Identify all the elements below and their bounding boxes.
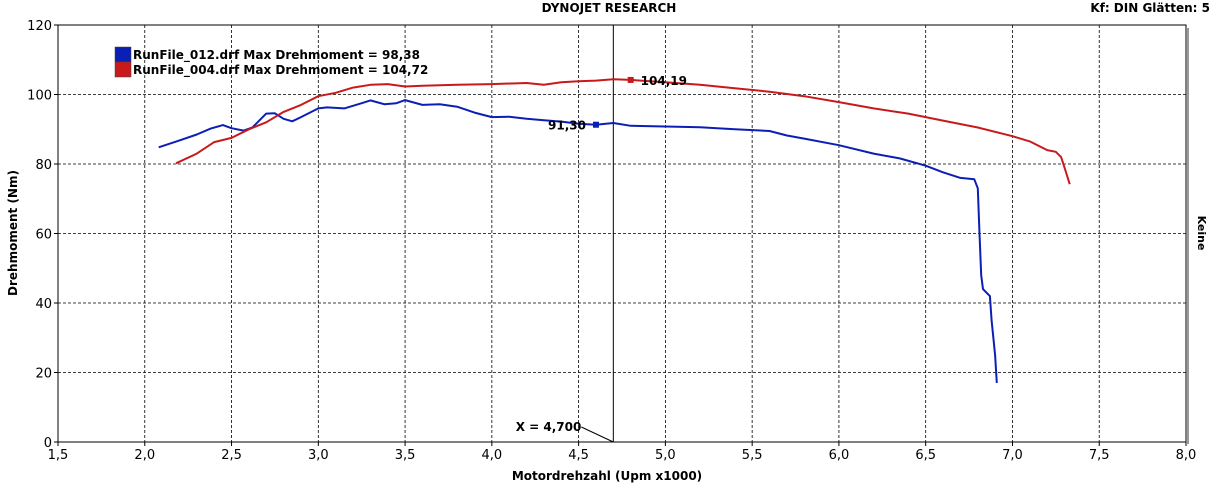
- y-tick-label: 0: [44, 436, 52, 451]
- series-marker-label-2: 104,19: [641, 74, 687, 88]
- x-tick-label: 6,5: [915, 448, 936, 463]
- y-tick-labels: 0 20 40 60 80 100 120: [27, 19, 52, 451]
- legend-swatch: [114, 61, 132, 78]
- y-tick-label: 20: [35, 367, 52, 382]
- x-tick-label: 8,0: [1176, 448, 1197, 463]
- x-tick-label: 3,5: [395, 448, 416, 463]
- series-line-1: [158, 99, 998, 383]
- y-tick-label: 100: [27, 89, 52, 104]
- plot-frame: [57, 24, 1187, 443]
- y-tick-label: 80: [35, 158, 52, 173]
- y-tick-label: 120: [27, 19, 52, 34]
- series-line-2: [175, 78, 1071, 185]
- x-tick-label: 5,0: [655, 448, 676, 463]
- x-axis-label: Motordrehzahl (Upm x1000): [512, 469, 702, 483]
- right-axis-label: Keine: [1195, 216, 1208, 251]
- x-tick-labels: 1,5 2,0 2,5 3,0 3,5 4,0 4,5 5,0 5,5 6,0 6,5 7,0 7,5 8…: [48, 448, 1197, 463]
- x-tick-label: 5,5: [742, 448, 763, 463]
- x-tick-label: 7,5: [1089, 448, 1110, 463]
- series-marker-label-1: 91,30: [548, 119, 586, 133]
- correction-info: Kf: DIN Glätten: 5: [1090, 1, 1210, 15]
- x-tick-label: 4,5: [568, 448, 589, 463]
- cursor-label: X = 4,700: [516, 420, 582, 434]
- series-marker-1: [592, 121, 599, 128]
- grid-lines: [54, 24, 1187, 446]
- series-marker-2: [627, 76, 634, 83]
- y-axis-label: Drehmoment (Nm): [6, 170, 20, 296]
- legend: RunFile_012.drf Max Drehmoment = 98,38Ru…: [114, 46, 428, 78]
- cursor-pointer-line: [581, 426, 614, 443]
- legend-swatch: [114, 46, 132, 63]
- series-lines: 91,30 104,19: [158, 74, 1071, 383]
- x-tick-label: 1,5: [48, 448, 69, 463]
- x-tick-label: 6,0: [829, 448, 850, 463]
- y-tick-label: 60: [35, 228, 52, 243]
- x-tick-label: 7,0: [1002, 448, 1023, 463]
- x-tick-label: 3,0: [308, 448, 329, 463]
- x-tick-label: 2,5: [221, 448, 242, 463]
- y-tick-label: 40: [35, 297, 52, 312]
- chart-title: DYNOJET RESEARCH: [541, 1, 677, 15]
- x-tick-label: 4,0: [482, 448, 503, 463]
- x-tick-label: 2,0: [134, 448, 155, 463]
- legend-entry: RunFile_004.drf Max Drehmoment = 104,72: [133, 63, 428, 78]
- legend-entry: RunFile_012.drf Max Drehmoment = 98,38: [133, 48, 420, 63]
